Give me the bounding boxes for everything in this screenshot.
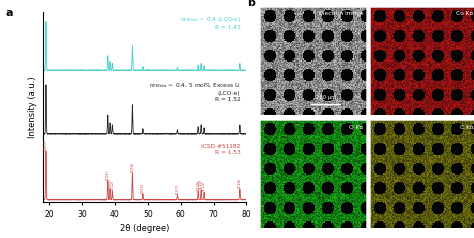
Text: C Kα: C Kα [460,124,474,129]
Text: (107): (107) [175,183,180,193]
Text: (104): (104) [130,161,135,172]
Text: (113): (113) [202,181,206,191]
X-axis label: 2θ (degree): 2θ (degree) [120,224,169,233]
Text: (015): (015) [141,182,145,193]
Text: O Kα: O Kα [349,124,363,129]
Text: (003): (003) [44,139,48,149]
Text: (018): (018) [196,179,200,190]
Text: $n_{\rm PEGda}$$\sim$ 0.4, 5 mol% Excess Li
(LCO-e)
R = 1.52: $n_{\rm PEGda}$$\sim$ 0.4, 5 mol% Excess… [148,81,240,102]
Text: a: a [6,8,13,18]
Text: $n_{\rm PEGda}$$\sim$ 0.4 (LCO-s)
R = 1.43: $n_{\rm PEGda}$$\sim$ 0.4 (LCO-s) R = 1.… [180,15,240,30]
Text: (110): (110) [199,178,203,189]
Text: Electron Image: Electron Image [319,11,363,16]
Text: (006): (006) [108,177,112,188]
Text: (101): (101) [106,169,110,180]
Text: 200 μm: 200 μm [316,95,336,100]
Y-axis label: Intensity (a.u.): Intensity (a.u.) [28,76,37,138]
Text: ICSD #51182
R = 1.53: ICSD #51182 R = 1.53 [201,144,240,155]
Text: b: b [247,0,255,9]
Text: (116): (116) [238,177,242,188]
Text: Co Kα: Co Kα [456,11,474,16]
Text: (012): (012) [110,179,114,190]
